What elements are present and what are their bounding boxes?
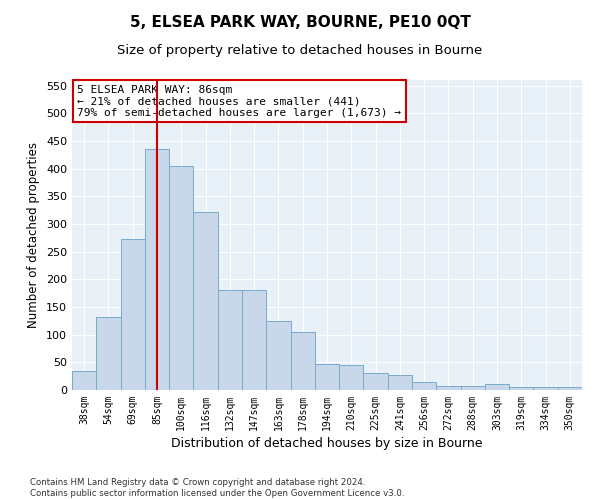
- Bar: [388, 374, 412, 390]
- Bar: [169, 166, 193, 390]
- Bar: [461, 386, 485, 390]
- Bar: [72, 370, 96, 390]
- Bar: [290, 332, 315, 390]
- Bar: [558, 386, 582, 390]
- Bar: [533, 387, 558, 390]
- Bar: [509, 387, 533, 390]
- Bar: [96, 317, 121, 390]
- Bar: [485, 384, 509, 390]
- Bar: [193, 212, 218, 390]
- Bar: [121, 240, 145, 390]
- Text: 5, ELSEA PARK WAY, BOURNE, PE10 0QT: 5, ELSEA PARK WAY, BOURNE, PE10 0QT: [130, 15, 470, 30]
- Bar: [242, 290, 266, 390]
- X-axis label: Distribution of detached houses by size in Bourne: Distribution of detached houses by size …: [171, 437, 483, 450]
- Bar: [412, 382, 436, 390]
- Bar: [339, 364, 364, 390]
- Bar: [315, 364, 339, 390]
- Text: Size of property relative to detached houses in Bourne: Size of property relative to detached ho…: [118, 44, 482, 57]
- Y-axis label: Number of detached properties: Number of detached properties: [28, 142, 40, 328]
- Bar: [145, 149, 169, 390]
- Text: Contains HM Land Registry data © Crown copyright and database right 2024.
Contai: Contains HM Land Registry data © Crown c…: [30, 478, 404, 498]
- Bar: [436, 386, 461, 390]
- Bar: [364, 374, 388, 390]
- Text: 5 ELSEA PARK WAY: 86sqm
← 21% of detached houses are smaller (441)
79% of semi-d: 5 ELSEA PARK WAY: 86sqm ← 21% of detache…: [77, 84, 401, 118]
- Bar: [266, 321, 290, 390]
- Bar: [218, 290, 242, 390]
